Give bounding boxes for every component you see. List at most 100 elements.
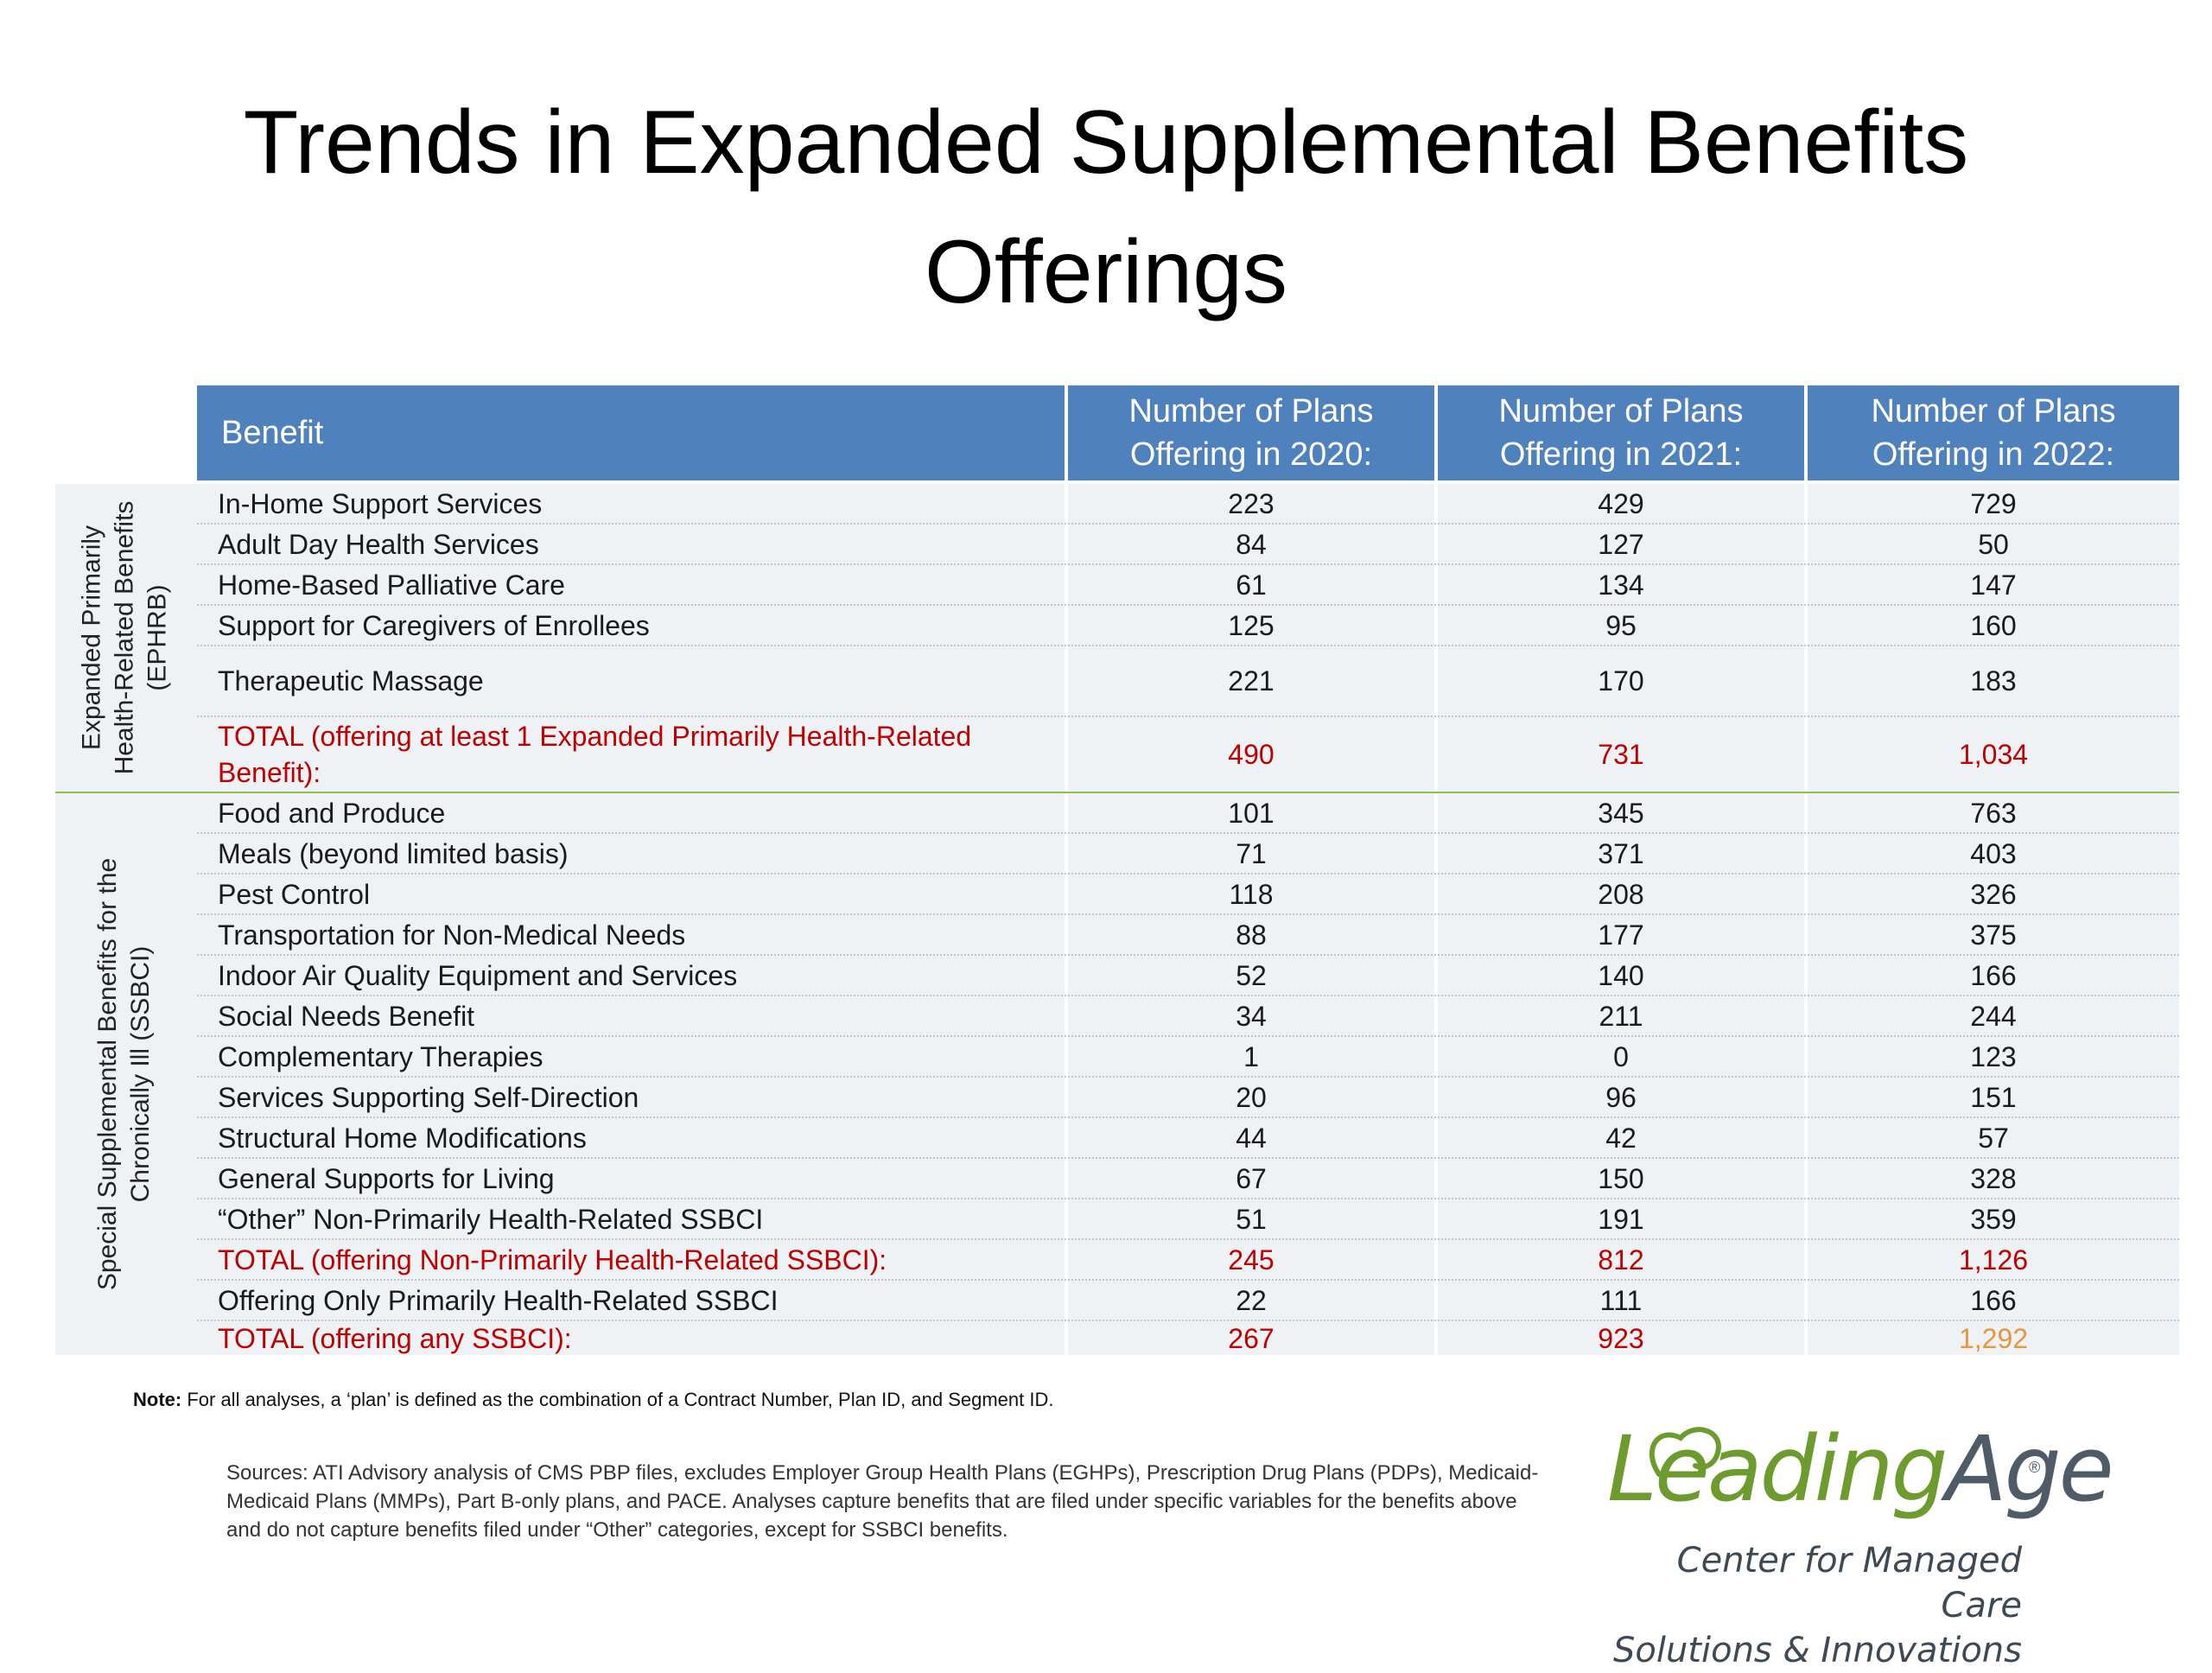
value-2020: 61 bbox=[1236, 569, 1267, 601]
table-row: Structural Home Modifications 44 42 57 bbox=[197, 1118, 2179, 1159]
logo-wordmark: LeadingAge bbox=[1607, 1416, 2114, 1522]
benefit-name: Adult Day Health Services bbox=[218, 528, 539, 560]
column-separator bbox=[1434, 484, 1438, 792]
value-2020: 44 bbox=[1236, 1122, 1267, 1154]
value-2022: 160 bbox=[1970, 609, 2017, 641]
column-separator bbox=[1065, 484, 1068, 792]
table-row: Social Needs Benefit 34 211 244 bbox=[197, 996, 2179, 1037]
group-ssbci: Special Supplemental Benefits for the Ch… bbox=[55, 793, 2179, 1355]
header-2022-line-1: Number of Plans bbox=[1871, 393, 2116, 429]
value-2020: 52 bbox=[1236, 959, 1267, 991]
value-2020: 245 bbox=[1228, 1244, 1274, 1275]
group-ssbci-label-line-2: Chronically Ill (SSBCI) bbox=[126, 945, 155, 1203]
value-2020: 71 bbox=[1236, 837, 1267, 869]
value-2021: 371 bbox=[1598, 837, 1644, 869]
value-2021: 429 bbox=[1598, 487, 1644, 519]
group-ssbci-label-line-1: Special Supplemental Benefits for the bbox=[93, 857, 122, 1291]
value-2020: 223 bbox=[1228, 487, 1274, 519]
value-2020: 88 bbox=[1236, 919, 1267, 951]
value-2020: 267 bbox=[1228, 1322, 1274, 1354]
value-2022: 359 bbox=[1970, 1203, 2017, 1235]
value-2022: 763 bbox=[1970, 797, 2017, 829]
value-2022: 1,126 bbox=[1958, 1244, 2029, 1275]
value-2020: 221 bbox=[1228, 665, 1274, 697]
table-row: Adult Day Health Services 84 127 50 bbox=[197, 525, 2179, 565]
column-separator bbox=[1434, 793, 1438, 1355]
table-note: Note: For all analyses, a ‘plan’ is defi… bbox=[133, 1389, 1054, 1411]
logo-word-age: Age bbox=[1945, 1416, 2114, 1522]
value-2022: 50 bbox=[1978, 528, 2009, 560]
value-2020: 20 bbox=[1236, 1081, 1267, 1113]
table-row: Meals (beyond limited basis) 71 371 403 bbox=[197, 834, 2179, 875]
group-divider bbox=[55, 792, 2179, 794]
value-2020: 22 bbox=[1236, 1284, 1267, 1316]
value-2021: 95 bbox=[1605, 609, 1637, 641]
header-2021-line-2: Offering in 2021: bbox=[1499, 436, 1743, 473]
benefit-name: Pest Control bbox=[218, 878, 371, 910]
value-2021: 42 bbox=[1605, 1122, 1637, 1154]
value-2022: 375 bbox=[1970, 919, 2017, 951]
total-row: TOTAL (offering Non-Primarily Health-Rel… bbox=[197, 1240, 2179, 1281]
benefit-name: Meals (beyond limited basis) bbox=[218, 837, 569, 869]
group-ssbci-label: Special Supplemental Benefits for the Ch… bbox=[55, 793, 194, 1355]
header-2021: Number of Plans Offering in 2021: bbox=[1438, 385, 1804, 480]
benefit-name: General Supports for Living bbox=[218, 1162, 555, 1194]
header-2020: Number of Plans Offering in 2020: bbox=[1068, 385, 1434, 480]
heart-leaf-icon bbox=[1649, 1427, 1721, 1477]
value-2022: 151 bbox=[1970, 1081, 2017, 1113]
group-ssbci-rows: Food and Produce 101 345 763 Meals (beyond l… bbox=[197, 793, 2179, 1355]
value-2020: 84 bbox=[1236, 528, 1267, 560]
value-2020: 125 bbox=[1228, 609, 1274, 641]
benefit-name: TOTAL (offering Non-Primarily Health-Rel… bbox=[218, 1244, 887, 1275]
title-line-1: Trends in Expanded Supplemental Benefits bbox=[243, 92, 1969, 193]
logo-subtitle-line-1: Center for Managed Care bbox=[1676, 1541, 2022, 1625]
value-2022: 183 bbox=[1970, 665, 2017, 697]
header-2020-line-1: Number of Plans bbox=[1128, 393, 1374, 429]
group-ephrb: Expanded Primarily Health-Related Benefi… bbox=[55, 484, 2179, 792]
table-row: Food and Produce 101 345 763 bbox=[197, 793, 2179, 834]
header-2021-line-1: Number of Plans bbox=[1498, 393, 1744, 429]
group-ephrb-rows: In-Home Support Services 223 429 729 Adult D… bbox=[197, 484, 2179, 792]
value-2022: 166 bbox=[1970, 1284, 2017, 1316]
value-2022: 729 bbox=[1970, 487, 2017, 519]
header-2020-line-2: Offering in 2020: bbox=[1129, 436, 1373, 473]
table-row: Complementary Therapies 1 0 123 bbox=[197, 1037, 2179, 1078]
value-2021: 923 bbox=[1598, 1322, 1644, 1354]
table-row: “Other” Non-Primarily Health-Related SSB… bbox=[197, 1199, 2179, 1240]
value-2022: 1,034 bbox=[1958, 739, 2029, 770]
header-2022: Number of Plans Offering in 2022: bbox=[1808, 385, 2179, 480]
value-2022: 123 bbox=[1970, 1040, 2017, 1072]
value-2021: 731 bbox=[1598, 739, 1644, 770]
leadingage-logo: LeadingAge ® Center for Managed Care Sol… bbox=[1607, 1417, 2114, 1670]
logo-subtitle: Center for Managed Care Solutions & Inno… bbox=[1607, 1538, 2022, 1673]
table-row: General Supports for Living 67 150 328 bbox=[197, 1159, 2179, 1199]
table-row: Support for Caregivers of Enrollees 125 95… bbox=[197, 606, 2179, 646]
value-2022: 244 bbox=[1970, 1000, 2017, 1032]
header-benefit: Benefit bbox=[197, 385, 1065, 480]
value-2020: 490 bbox=[1228, 739, 1274, 770]
value-2021: 191 bbox=[1598, 1203, 1644, 1235]
value-2021: 812 bbox=[1598, 1244, 1644, 1275]
value-2022: 1,292 bbox=[1958, 1322, 2029, 1354]
value-2020: 1 bbox=[1243, 1040, 1259, 1072]
value-2022: 166 bbox=[1970, 959, 2017, 991]
table-row: In-Home Support Services 223 429 729 bbox=[197, 484, 2179, 525]
value-2021: 150 bbox=[1598, 1162, 1644, 1194]
note-text: For all analyses, a ‘plan’ is defined as… bbox=[181, 1389, 1054, 1410]
value-2021: 211 bbox=[1599, 1000, 1643, 1032]
value-2022: 326 bbox=[1970, 878, 2017, 910]
benefit-name: Home-Based Palliative Care bbox=[218, 569, 565, 601]
benefit-name: Indoor Air Quality Equipment and Service… bbox=[218, 959, 738, 991]
sources-text: Sources: ATI Advisory analysis of CMS PB… bbox=[226, 1461, 1539, 1542]
value-2021: 170 bbox=[1598, 665, 1644, 697]
benefit-name: Social Needs Benefit bbox=[218, 1000, 475, 1032]
header-2022-line-2: Offering in 2022: bbox=[1872, 436, 2115, 473]
table-row: Offering Only Primarily Health-Related S… bbox=[197, 1281, 2179, 1321]
value-2021: 140 bbox=[1598, 959, 1644, 991]
table-row: Home-Based Palliative Care 61 134 147 bbox=[197, 565, 2179, 606]
value-2020: 67 bbox=[1236, 1162, 1267, 1194]
table-row: Indoor Air Quality Equipment and Service… bbox=[197, 956, 2179, 996]
column-separator bbox=[1065, 793, 1068, 1355]
column-separator bbox=[1804, 793, 1808, 1355]
value-2022: 403 bbox=[1970, 837, 2017, 869]
